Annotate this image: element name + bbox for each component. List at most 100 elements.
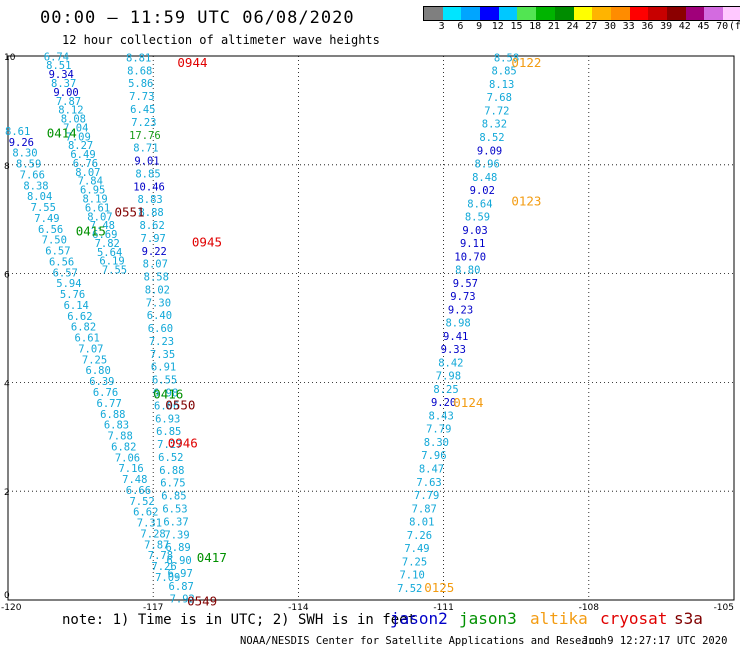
swh-value: 8.62 [140,220,165,232]
swh-value: 7.28 [140,528,165,540]
legend-swatch [685,7,705,20]
swh-value: 6.49 [70,149,95,161]
swh-value: 8.88 [138,207,163,219]
swh-value: 7.25 [402,556,427,568]
swh-value: 9.09 [477,145,502,157]
swh-value: 9.34 [49,69,74,81]
swh-value: 5.64 [97,247,122,259]
swh-value: 6.62 [67,311,92,323]
pass-time-label: 0551 [114,204,144,219]
swh-value: 6.89 [165,542,190,554]
swh-value: 6.52 [158,452,183,464]
legend-altika: altika [530,609,588,628]
swh-value: 6.88 [100,409,125,421]
swh-value: 6.97 [168,568,193,580]
swh-value: 6.82 [111,441,136,453]
swh-value: 9.03 [462,225,487,237]
legend-tick-label: 15 [510,21,523,32]
legend-swatch [424,7,443,20]
pass-time-label: 0123 [511,194,541,209]
swh-value: 8.02 [145,284,170,296]
swh-value: 6.69 [92,229,117,241]
swh-value: 8.01 [409,517,434,529]
swh-value: 6.77 [97,398,122,410]
swh-value: 7.96 [421,450,446,462]
swh-value: 7.55 [31,202,56,214]
legend-swatch [666,7,686,20]
swh-value: 7.87 [144,539,169,551]
pass-time-label: 0549 [187,593,217,608]
swh-value: 8.58 [144,272,169,284]
swh-value: 6.19 [99,256,124,268]
swh-value: 8.12 [58,105,83,117]
legend-tick-label: 18 [529,21,542,32]
swh-value: 8.42 [438,357,463,369]
pass-time-label: 0124 [453,395,483,410]
swh-value: 8.25 [433,384,458,396]
swh-value: 7.52 [129,496,154,508]
x-tick-label: -111 [433,603,453,613]
credit-line: NOAA/NESDIS Center for Satellite Applica… [240,635,607,647]
swh-value: 8.51 [46,60,71,72]
swh-value: 8.27 [68,140,93,152]
swh-value: 7.82 [95,238,120,250]
x-tick-label: -117 [143,603,163,613]
y-tick-label: 6 [4,271,10,281]
legend-swatch [461,7,481,20]
legend-jason2: jason2 [390,609,448,628]
swh-value: 7.79 [414,490,439,502]
swh-value: 8.81 [126,52,151,64]
color-scale-legend [423,6,740,21]
swh-value: 8.47 [419,464,444,476]
legend-swatch [517,7,537,20]
swh-value: 6.95 [80,185,105,197]
x-tick-label: -120 [1,603,22,613]
legend-tick-label: 3 [438,21,445,32]
legend-tick-label: 42 [678,21,691,32]
swh-value: 6.06 [154,400,179,412]
pass-time-label: 0946 [168,436,198,451]
swh-value: 6.56 [38,224,63,236]
y-tick-label: 4 [4,379,10,389]
page-subtitle: 12 hour collection of altimeter wave hei… [62,33,380,47]
swh-value: 8.85 [135,168,160,180]
legend-s3a: s3a [674,609,703,628]
swh-value: 7.35 [150,349,175,361]
legend-jason3: jason3 [459,609,517,628]
swh-value: 8.83 [137,194,162,206]
legend-swatch [536,7,555,20]
swh-value: 6.55 [152,375,177,387]
legend-swatch [610,7,630,20]
swh-value: 5.86 [128,78,153,90]
swh-value: 9.11 [460,238,485,250]
swh-value: 7.92 [170,594,195,606]
swh-value: 8.32 [482,119,507,131]
swh-value: 8.52 [479,132,504,144]
swh-value: 7.48 [122,474,147,486]
y-tick-label: 0 [4,591,10,601]
swh-value: 7.26 [151,561,176,573]
swh-value: 6.45 [130,104,155,116]
swh-value: 6.80 [86,365,111,377]
legend-tick-label: 9 [476,21,483,32]
generated-timestamp: Jun 9 12:27:17 UTC 2020 [582,635,728,647]
pass-time-label: 0550 [165,398,195,413]
swh-value: 6.61 [75,333,100,345]
swh-value: 8.08 [61,114,86,126]
swh-value: 7.72 [484,105,509,117]
legend-swatch [442,7,462,20]
swh-value: 8.19 [82,194,107,206]
swh-value: 6.90 [166,555,191,567]
swh-value: 7.16 [118,463,143,475]
legend-tick-label: 30 [603,21,617,32]
swh-value: 8.61 [5,126,30,138]
x-tick-label: -108 [579,603,600,613]
swh-value: 5.94 [56,278,81,290]
swh-value: 6.82 [71,322,96,334]
swh-value: 6.62 [133,507,158,519]
swh-value: 5.76 [60,289,85,301]
swh-value: 6.74 [44,51,69,63]
legend-swatch [704,7,723,20]
pass-time-label: 0414 [47,126,77,141]
